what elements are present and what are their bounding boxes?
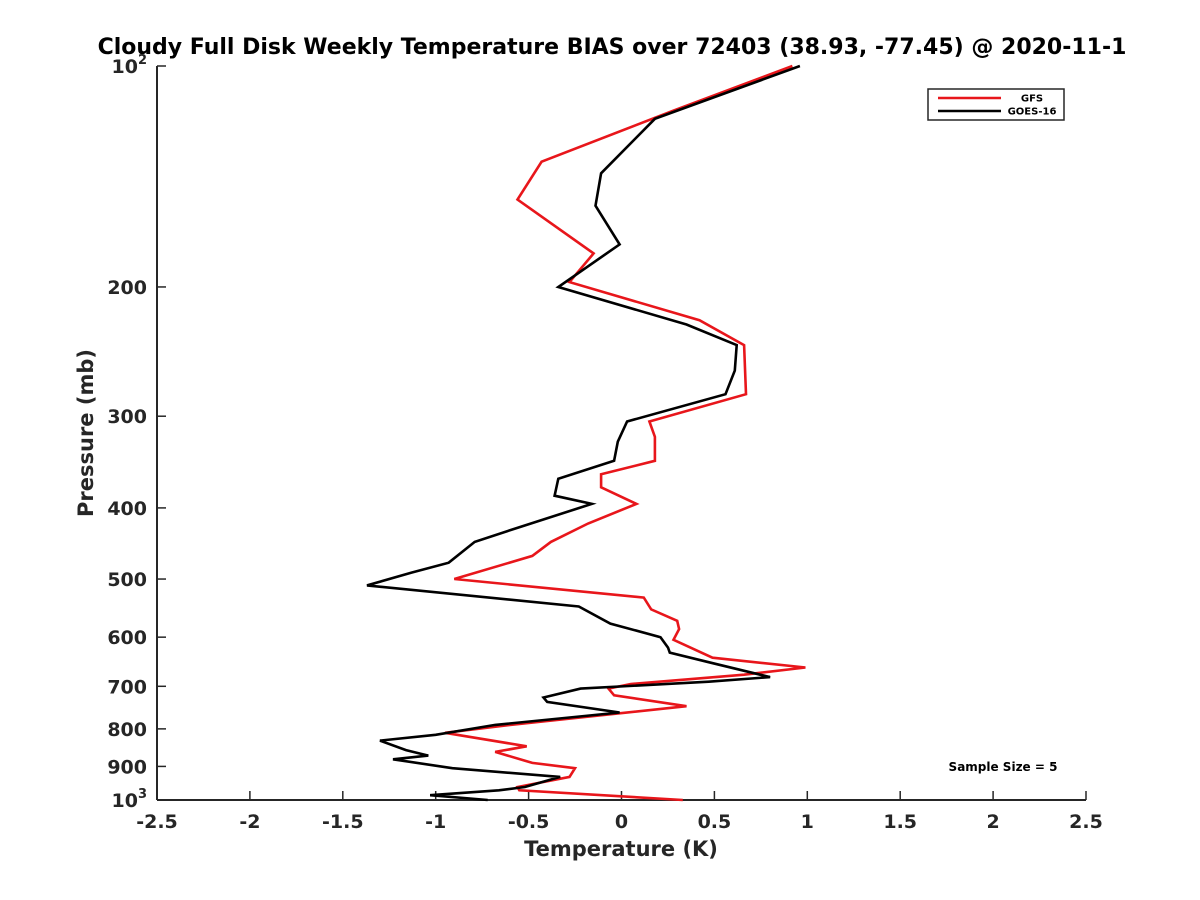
x-tick-label: 0 [615, 811, 628, 833]
y-axis-label: Pressure (mb) [74, 349, 98, 517]
x-axis-ticks: -2.5 -2 -1.5 -1 -0.5 0 0.5 1 1.5 2 2.5 [136, 791, 1103, 833]
x-tick-label: 1.5 [883, 811, 917, 833]
x-tick-label: 2.5 [1069, 811, 1103, 833]
y-tick-label-base: 10 [112, 56, 138, 78]
y-tick-label: 500 [107, 569, 147, 591]
x-tick-label: 2 [986, 811, 999, 833]
x-tick-label: -1.5 [322, 811, 364, 833]
x-tick-label: 1 [801, 811, 814, 833]
y-tick-label-base: 900 [107, 756, 147, 778]
series-lines [366, 64, 806, 802]
y-tick-label: 700 [107, 676, 147, 698]
y-tick-label-base: 400 [107, 498, 147, 520]
legend-entry-label: GFS [1021, 94, 1043, 105]
y-tick-label: 800 [107, 719, 147, 741]
y-tick-label: 200 [107, 277, 147, 299]
sample-size-annotation: Sample Size = 5 [949, 760, 1058, 774]
y-tick-label: 300 [107, 406, 147, 428]
y-tick-label-base: 300 [107, 406, 147, 428]
legend: GFS GOES-16 [927, 88, 1065, 121]
y-tick-label-base: 800 [107, 719, 147, 741]
legend-box [927, 88, 1065, 121]
x-tick-label: -0.5 [508, 811, 550, 833]
chart-title: Cloudy Full Disk Weekly Temperature BIAS… [98, 35, 1127, 60]
x-axis-label: Temperature (K) [524, 837, 718, 861]
y-tick-label: 600 [107, 627, 147, 649]
x-tick-label: -2 [239, 811, 260, 833]
x-tick-label: 0.5 [698, 811, 732, 833]
series-line-goes-16 [366, 64, 801, 802]
y-tick-label-base: 600 [107, 627, 147, 649]
y-tick-label-exponent: 3 [138, 787, 147, 802]
y-tick-label: 400 [107, 498, 147, 520]
y-tick-label: 900 [107, 756, 147, 778]
y-tick-label-base: 200 [107, 277, 147, 299]
y-tick-label-base: 700 [107, 676, 147, 698]
y-tick-label: 102 [112, 53, 148, 78]
legend-entry-label: GOES-16 [1008, 107, 1057, 118]
y-tick-label: 103 [112, 787, 148, 812]
y-tick-label-base: 500 [107, 569, 147, 591]
y-tick-label-exponent: 2 [138, 53, 147, 68]
x-tick-label: -2.5 [136, 811, 178, 833]
y-tick-label-base: 10 [112, 790, 138, 812]
series-line-gfs [444, 64, 806, 802]
x-tick-label: -1 [425, 811, 446, 833]
